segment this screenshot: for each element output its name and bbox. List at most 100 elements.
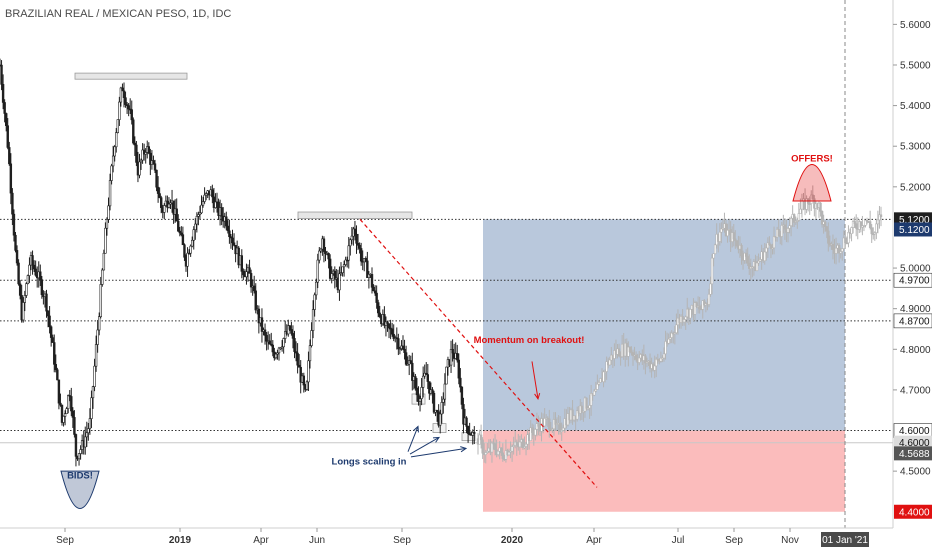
candle xyxy=(240,255,243,272)
candle xyxy=(70,396,73,412)
projected-candle xyxy=(486,450,489,453)
candle xyxy=(48,315,51,328)
candle xyxy=(386,321,389,325)
candle xyxy=(229,236,233,239)
candle xyxy=(156,186,160,194)
offers-dome-marker xyxy=(792,164,832,202)
candle xyxy=(127,105,130,110)
candle xyxy=(420,387,423,399)
projected-candle xyxy=(772,236,776,249)
candle xyxy=(62,415,65,423)
price-axis[interactable]: 5.6000 5.5000 5.4000 5.3000 5.2000 5.0000 4.90… xyxy=(892,0,932,528)
annotation-label: Momentum on breakout! xyxy=(474,335,585,346)
time-axis[interactable]: Sep 2019 Apr Jun Sep 2020 Apr Jul Sep Nov 01 Jan '… xyxy=(0,527,893,547)
projected-candle xyxy=(879,214,883,218)
candle xyxy=(367,274,371,278)
candle xyxy=(426,374,429,382)
candle xyxy=(442,398,445,403)
projected-candle xyxy=(744,252,748,257)
candle xyxy=(149,152,152,165)
candle xyxy=(280,346,284,349)
candle xyxy=(328,258,332,279)
candle xyxy=(341,266,344,273)
time-tick-label: Sep xyxy=(56,535,74,546)
candle xyxy=(23,295,26,303)
candle xyxy=(22,302,25,321)
projected-candle xyxy=(758,259,762,262)
annotation-label: BIDS! xyxy=(67,470,93,481)
resistance-zone xyxy=(297,211,413,219)
projected-candle xyxy=(724,223,728,237)
candle xyxy=(242,271,245,276)
candle xyxy=(68,395,71,397)
candle xyxy=(435,409,439,413)
candle xyxy=(46,310,50,317)
candle xyxy=(310,330,313,346)
projected-candle xyxy=(751,266,754,268)
candle xyxy=(84,436,87,448)
candle xyxy=(225,216,228,227)
candle xyxy=(398,348,402,350)
candle xyxy=(397,338,400,350)
candle xyxy=(87,428,90,434)
candle xyxy=(203,194,206,202)
projected-candle xyxy=(655,358,658,367)
price-tag-label: 4.6000 xyxy=(899,426,930,437)
projected-candle xyxy=(554,419,557,425)
candle xyxy=(53,342,56,365)
time-marker-label: 01 Jan '21 xyxy=(822,535,868,546)
candle xyxy=(142,149,146,155)
projected-candle xyxy=(823,221,827,227)
projected-candle xyxy=(865,219,869,222)
projected-candle xyxy=(854,223,858,229)
bids-bowl-marker xyxy=(60,470,100,509)
projected-candle xyxy=(479,434,483,441)
candle xyxy=(282,338,285,348)
candle xyxy=(14,234,17,251)
candle xyxy=(56,369,59,381)
candle xyxy=(232,242,236,246)
price-tick-label: 5.2000 xyxy=(900,182,931,193)
candle xyxy=(115,132,118,148)
projected-candle xyxy=(827,230,830,244)
candle xyxy=(175,208,178,222)
historical-candles xyxy=(0,58,476,467)
candle xyxy=(313,294,316,310)
projected-candle xyxy=(668,337,672,340)
price-tick-label: 4.5000 xyxy=(900,467,931,478)
candle xyxy=(195,216,199,225)
projected-candle xyxy=(628,346,632,353)
projected-candle xyxy=(670,332,673,338)
candle xyxy=(465,417,468,427)
candle xyxy=(214,201,217,208)
projected-candle xyxy=(766,242,770,249)
projected-candle xyxy=(707,293,711,305)
candle xyxy=(283,331,287,339)
candle xyxy=(318,250,321,261)
candle xyxy=(63,413,67,417)
projected-candle xyxy=(876,219,880,225)
candle xyxy=(186,252,189,267)
projected-candle xyxy=(546,417,549,420)
projected-candle xyxy=(789,217,793,226)
chart-title: BRAZILIAN REAL / MEXICAN PESO, 1D, IDC xyxy=(5,8,231,20)
projected-candle xyxy=(580,405,584,413)
candle xyxy=(187,252,191,255)
projected-candle xyxy=(819,202,822,212)
profit-zone xyxy=(483,219,845,431)
projected-candle xyxy=(637,357,641,363)
candle xyxy=(383,314,386,326)
candle xyxy=(138,161,141,176)
projected-candle xyxy=(507,451,511,456)
candle xyxy=(316,259,319,283)
candle xyxy=(147,146,150,154)
projected-candle xyxy=(667,338,670,344)
candle xyxy=(307,360,310,383)
candle xyxy=(265,335,268,342)
projected-candle xyxy=(596,383,599,390)
candle xyxy=(155,169,158,188)
price-tick-label: 5.5000 xyxy=(900,60,931,71)
candle xyxy=(418,398,422,402)
projected-candle xyxy=(496,450,500,455)
